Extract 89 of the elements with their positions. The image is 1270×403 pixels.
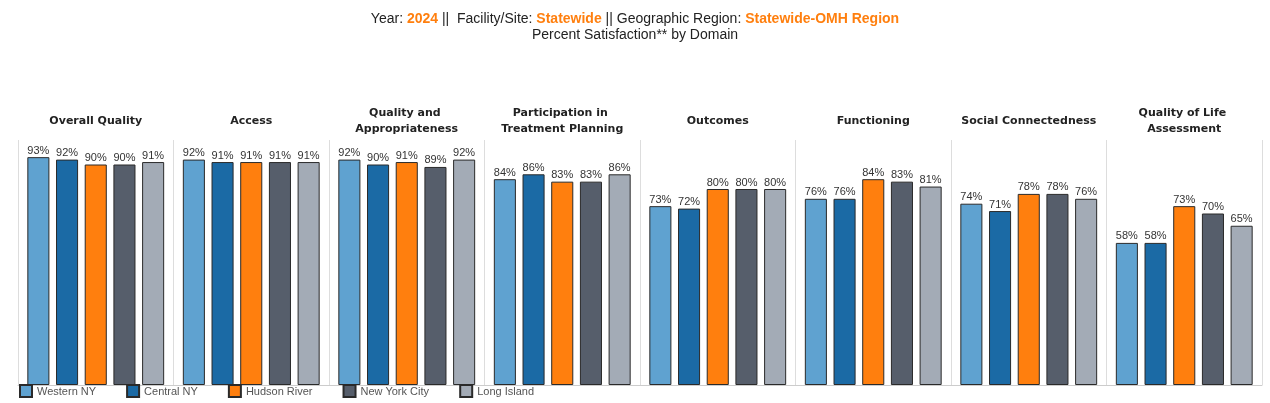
bar xyxy=(424,166,447,385)
data-label: 84% xyxy=(862,165,885,178)
bar xyxy=(579,181,602,385)
bar xyxy=(608,174,631,385)
bar xyxy=(1115,242,1138,385)
data-label: 58% xyxy=(1144,229,1167,242)
x-tick-label: Social Connectedness xyxy=(961,113,1097,127)
x-tick-label: Outcomes xyxy=(686,113,750,127)
bar xyxy=(1017,193,1040,385)
x-tick-label: Functioning xyxy=(836,113,910,127)
data-label: 90% xyxy=(367,151,390,163)
data-label: 91% xyxy=(211,148,234,161)
legend-label: New York City xyxy=(360,385,430,397)
legend-label: Hudson River xyxy=(245,385,313,397)
data-label: 81% xyxy=(919,173,942,186)
bar xyxy=(1046,193,1069,385)
bar xyxy=(678,208,701,385)
data-label: 89% xyxy=(424,153,447,166)
data-label: 65% xyxy=(1230,212,1253,225)
data-label: 90% xyxy=(113,151,136,163)
data-label: 71% xyxy=(989,197,1012,210)
bar xyxy=(960,203,983,385)
bar xyxy=(182,159,205,385)
x-tick-label: Quality of Life Assessment xyxy=(1138,105,1230,135)
data-label: 91% xyxy=(240,148,263,161)
bar xyxy=(268,162,291,385)
bar xyxy=(142,162,165,385)
data-label: 92% xyxy=(56,146,79,159)
data-label: 76% xyxy=(804,185,828,198)
data-label: 58% xyxy=(1115,229,1139,242)
bar xyxy=(551,181,574,385)
bar xyxy=(706,189,729,385)
data-label: 80% xyxy=(735,175,758,188)
bar xyxy=(989,211,1012,385)
data-label: 78% xyxy=(1017,180,1040,193)
legend-label: Long Island xyxy=(477,385,535,397)
legend-label: Western NY xyxy=(37,385,97,397)
bar xyxy=(1201,213,1224,385)
chart-title: Year: 2024 || Facility/Site: Statewide || Geographic Region: Statewide-OMH Region xyxy=(370,10,900,26)
data-label: 73% xyxy=(649,192,672,205)
bar xyxy=(735,189,758,385)
data-label: 74% xyxy=(960,190,983,203)
x-tick-label: Access xyxy=(230,113,273,127)
bar xyxy=(1075,198,1098,385)
data-label: 86% xyxy=(522,160,545,173)
bar xyxy=(804,198,827,385)
data-label: 93% xyxy=(27,143,50,156)
bar xyxy=(56,159,79,385)
data-label: 91% xyxy=(268,148,292,161)
data-label: 76% xyxy=(1075,185,1098,198)
data-label: 80% xyxy=(764,175,787,188)
data-label: 80% xyxy=(706,175,729,188)
bar xyxy=(1230,225,1253,385)
bar xyxy=(522,174,545,385)
bar xyxy=(297,162,320,385)
x-tick-label: Quality and Appropriateness xyxy=(355,105,459,135)
data-label: 92% xyxy=(453,146,476,159)
legend-label: Central NY xyxy=(144,385,199,397)
data-label: 83% xyxy=(551,168,574,181)
data-label: 76% xyxy=(833,185,856,198)
bar xyxy=(764,189,787,385)
chart-subtitle: Percent Satisfaction** by Domain xyxy=(531,26,739,42)
data-label: 70% xyxy=(1201,200,1225,212)
bar xyxy=(649,206,672,385)
data-label: 83% xyxy=(890,168,914,181)
bar xyxy=(367,164,390,385)
data-label: 73% xyxy=(1173,192,1196,205)
data-label: 90% xyxy=(84,151,107,163)
data-label: 84% xyxy=(493,165,517,178)
data-label: 91% xyxy=(395,148,418,161)
bar xyxy=(1144,242,1167,385)
data-label: 83% xyxy=(579,168,603,181)
x-tick-label: Participation in Treatment Planning xyxy=(501,105,624,135)
data-label: 91% xyxy=(297,148,320,161)
data-label: 92% xyxy=(338,146,361,159)
data-label: 92% xyxy=(182,146,206,159)
data-label: 91% xyxy=(142,148,165,161)
data-label: 86% xyxy=(608,160,631,173)
bar xyxy=(919,186,942,385)
bar xyxy=(84,164,107,385)
x-tick-label: Overall Quality xyxy=(49,113,143,127)
bar xyxy=(890,181,913,385)
bar xyxy=(862,179,885,385)
data-label: 72% xyxy=(678,195,701,208)
bar xyxy=(395,162,418,385)
bar xyxy=(493,179,516,385)
bar xyxy=(833,198,856,385)
data-label: 78% xyxy=(1046,180,1069,193)
bar xyxy=(1173,206,1196,385)
